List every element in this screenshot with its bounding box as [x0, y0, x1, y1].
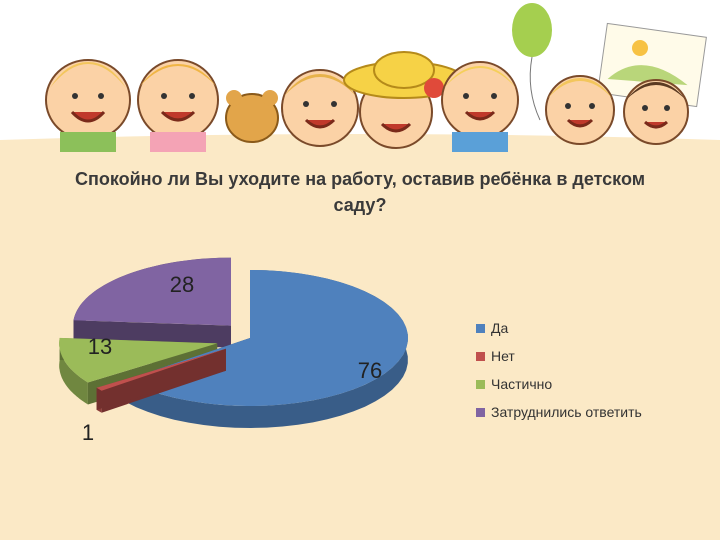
legend-item-partly: Частично: [476, 370, 642, 398]
teddy-bear: [225, 90, 279, 143]
child-6: [545, 75, 615, 145]
children-banner-illustration: [0, 0, 720, 170]
balloon-icon: [512, 3, 552, 57]
data-label-partly: 13: [88, 334, 112, 359]
legend-item-no: Нет: [476, 342, 642, 370]
pie-slice-no: [96, 348, 226, 413]
child-3: [281, 69, 359, 147]
data-label-yes: 76: [358, 358, 382, 383]
legend-label: Да: [491, 320, 509, 336]
chart-title: Спокойно ли Вы уходите на работу, остави…: [74, 169, 646, 215]
child-5: [441, 61, 519, 152]
legend-swatch: [476, 379, 485, 389]
child-4-with-hat: [343, 51, 465, 149]
legend-swatch: [476, 351, 485, 361]
data-label-undecided: 28: [170, 272, 194, 297]
child-1: [45, 59, 131, 152]
legend-label: Частично: [491, 376, 553, 392]
legend-item-undecided: Затруднились ответить: [476, 398, 642, 426]
child-2: [137, 59, 219, 152]
legend-label: Затруднились ответить: [491, 404, 642, 420]
chart-legend: Да Нет Частично Затруднились ответить: [476, 314, 642, 426]
legend-label: Нет: [491, 348, 515, 364]
data-label-no: 1: [82, 420, 94, 445]
legend-swatch: [476, 407, 485, 417]
legend-swatch: [476, 323, 485, 333]
child-7: [623, 79, 689, 145]
legend-item-yes: Да: [476, 314, 642, 342]
